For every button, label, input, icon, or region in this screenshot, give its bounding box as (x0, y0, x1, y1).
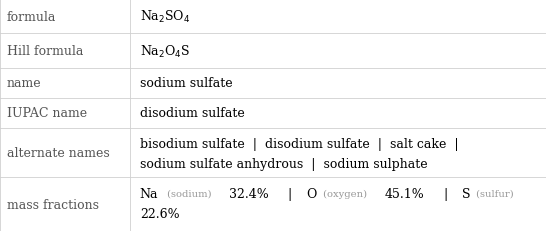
Text: (oxygen): (oxygen) (320, 189, 370, 198)
Text: alternate names: alternate names (7, 146, 109, 159)
Text: Na: Na (140, 187, 158, 200)
Text: name: name (7, 77, 41, 90)
Text: |: | (436, 187, 456, 200)
Text: (sulfur): (sulfur) (473, 189, 514, 198)
Text: 32.4%: 32.4% (229, 187, 269, 200)
Text: sodium sulfate: sodium sulfate (140, 77, 233, 90)
Text: Na$_2$O$_4$S: Na$_2$O$_4$S (140, 43, 190, 59)
Text: (sodium): (sodium) (164, 189, 215, 198)
Text: 45.1%: 45.1% (385, 187, 425, 200)
Text: O: O (306, 187, 317, 200)
Text: disodium sulfate: disodium sulfate (140, 107, 245, 120)
Text: sodium sulfate anhydrous  |  sodium sulphate: sodium sulfate anhydrous | sodium sulpha… (140, 157, 428, 170)
Text: mass fractions: mass fractions (7, 198, 98, 211)
Text: Na$_2$SO$_4$: Na$_2$SO$_4$ (140, 9, 190, 25)
Text: Hill formula: Hill formula (7, 45, 83, 58)
Text: 22.6%: 22.6% (140, 207, 180, 220)
Text: S: S (462, 187, 471, 200)
Text: IUPAC name: IUPAC name (7, 107, 87, 120)
Text: |: | (281, 187, 301, 200)
Text: bisodium sulfate  |  disodium sulfate  |  salt cake  |: bisodium sulfate | disodium sulfate | sa… (140, 138, 459, 151)
Text: formula: formula (7, 11, 56, 24)
